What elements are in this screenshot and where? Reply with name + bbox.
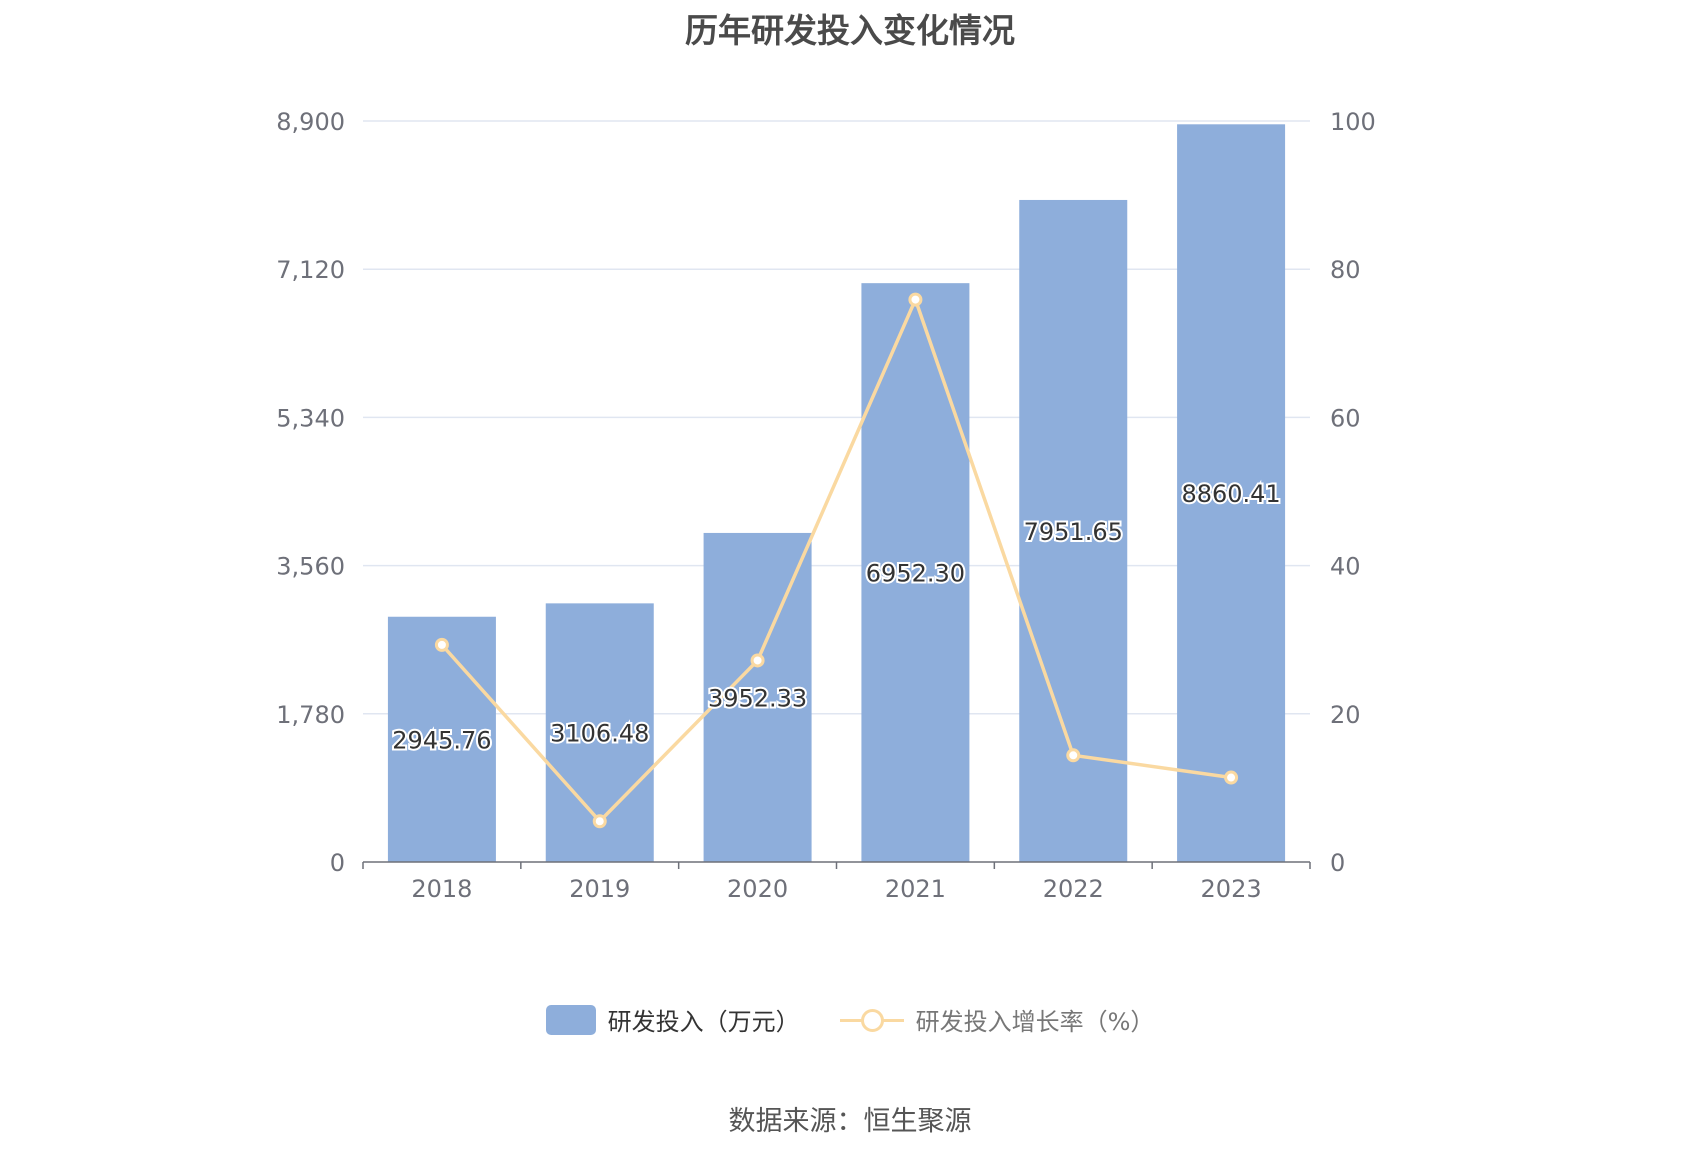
chart-title: 历年研发投入变化情况 <box>685 11 1015 50</box>
bar-value-label: 7951.65 <box>1024 518 1123 546</box>
y-left-tick-label: 0 <box>330 849 345 877</box>
y-left-tick-label: 3,560 <box>276 553 345 581</box>
y-right-tick-label: 80 <box>1330 256 1361 284</box>
y-right-tick-label: 20 <box>1330 701 1361 729</box>
y-left-tick-label: 8,900 <box>276 108 345 136</box>
growth-rate-line <box>440 297 1232 823</box>
x-tick-label: 2020 <box>727 875 788 903</box>
legend-label-growth-rate: 研发投入增长率（%） <box>915 1008 1155 1036</box>
growth-rate-point-2023 <box>1224 770 1239 785</box>
x-tick-label: 2018 <box>411 875 472 903</box>
legend-swatch-bar <box>545 1004 596 1035</box>
y-right-tick-label: 40 <box>1330 553 1361 581</box>
y-left-tick-label: 1,780 <box>276 701 345 729</box>
chart-plot: 0 1,780 3,560 5,340 7,120 8,900 0 20 40 60 80 100 20… <box>276 108 1376 903</box>
y-right-tick-label: 60 <box>1330 404 1361 432</box>
bar-value-label: 8860.41 <box>1181 480 1280 508</box>
growth-rate-point-2021 <box>908 292 923 307</box>
growth-rate-point-2020 <box>750 653 765 668</box>
y-right-tick-label: 0 <box>1330 849 1345 877</box>
x-tick-label: 2022 <box>1043 875 1104 903</box>
bar-value-label: 2945.76 <box>392 726 491 754</box>
legend: 研发投入（万元） 研发投入增长率（%） <box>0 1002 1700 1037</box>
bar-2018 <box>387 616 496 862</box>
y-left-tick-label: 7,120 <box>276 256 345 284</box>
bar-value-label: 6952.30 <box>866 560 965 588</box>
legend-swatch-line <box>839 1005 904 1035</box>
growth-rate-point-2018 <box>434 637 449 652</box>
growth-rate-point-2022 <box>1066 748 1081 763</box>
bar-2023 <box>1177 124 1286 862</box>
y-right-tick-label: 100 <box>1330 108 1376 136</box>
legend-item-rd-investment[interactable]: 研发投入（万元） <box>545 1002 800 1037</box>
legend-item-growth-rate[interactable]: 研发投入增长率（%） <box>839 1002 1155 1037</box>
source-note: 数据来源：恒生聚源 <box>728 1106 972 1137</box>
bar-value-label: 3106.48 <box>550 720 649 748</box>
x-tick-label: 2019 <box>569 875 630 903</box>
x-tick-label: 2023 <box>1201 875 1262 903</box>
legend-label-rd-investment: 研发投入（万元） <box>607 1008 800 1036</box>
x-tick-label: 2021 <box>885 875 946 903</box>
y-left-tick-label: 5,340 <box>276 404 345 432</box>
bar-value-label: 3952.33 <box>708 684 807 712</box>
growth-rate-point-2019 <box>592 814 607 829</box>
